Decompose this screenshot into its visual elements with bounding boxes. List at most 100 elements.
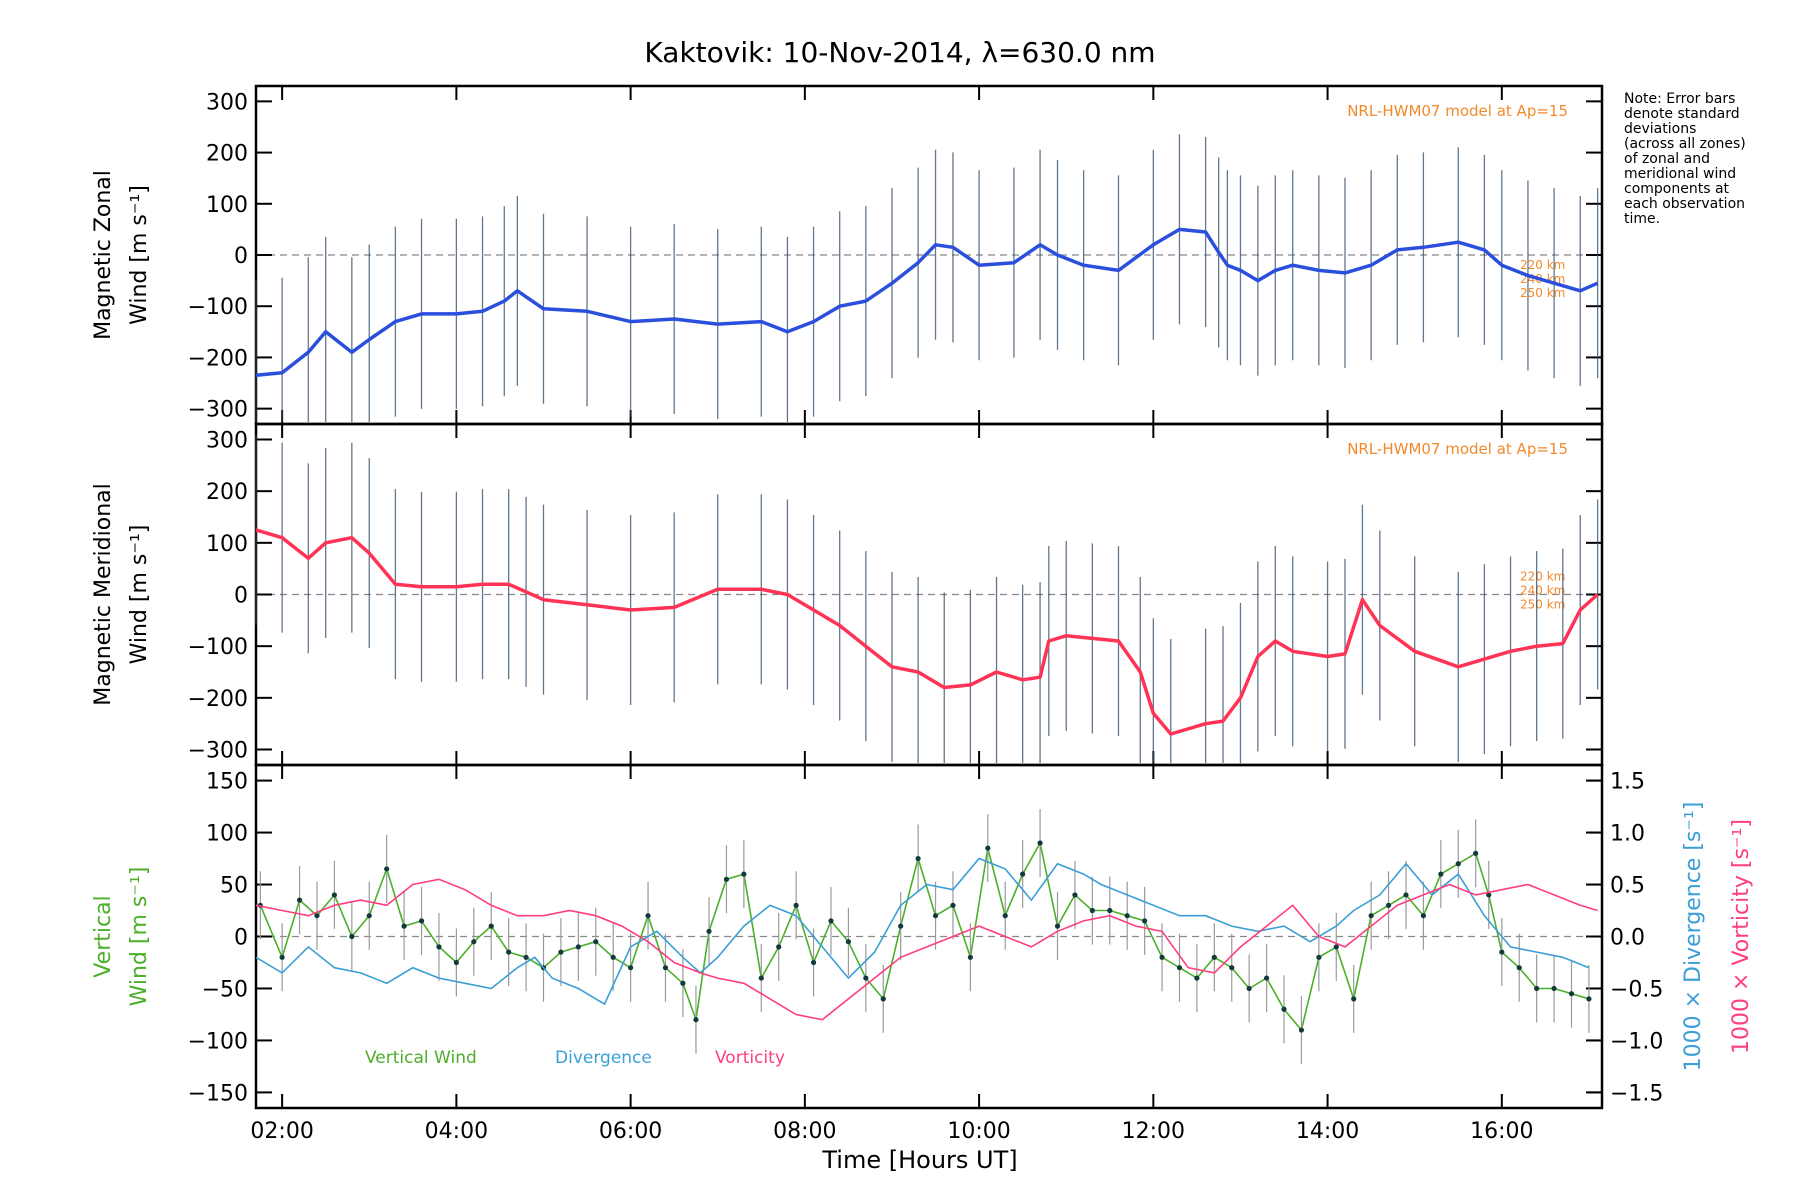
y-tick-label: −100 [188,635,248,660]
data-point [758,975,764,981]
data-point [593,939,599,945]
data-point [1438,871,1444,877]
right-y-tick-label: 0.5 [1610,874,1645,899]
data-point [1107,907,1113,914]
series-line-zonal-wind [255,227,1599,378]
x-tick-label: 04:00 [425,1119,488,1144]
data-point [1368,913,1374,919]
y-tick-label: −100 [188,1029,248,1054]
chart-title: Kaktovik: 10-Nov-2014, λ=630.0 nm [644,36,1155,69]
y-tick-label: 0 [234,584,248,609]
right-y-tick-label: 0.0 [1610,926,1645,951]
data-point [1229,965,1235,971]
y-axis-label: Wind [m s⁻¹] [127,867,152,1007]
data-point [1534,985,1540,992]
data-point [1211,954,1217,960]
data-point [1298,1027,1305,1033]
right-y-tick-label: 1.0 [1610,822,1645,847]
legend-item: Divergence [555,1048,652,1068]
series-line-divergence [255,857,1590,1006]
model-altitude-label: 220 km [1520,570,1565,584]
data-point [558,949,564,955]
data-point [880,996,886,1002]
y-tick-label: 50 [220,874,248,899]
data-point [331,892,338,898]
model-altitude-label: 240 km [1520,584,1565,598]
y-tick-label: −300 [188,739,248,764]
data-point [828,918,834,924]
data-point [706,928,712,934]
data-point [898,923,904,929]
x-tick-label: 02:00 [250,1119,313,1144]
y-axis-label: Wind [m s⁻¹] [127,185,152,325]
y-axis-label: Vertical [91,895,116,977]
data-point [1499,949,1505,955]
data-point [1246,985,1252,992]
data-point [810,959,817,966]
y-tick-label: −300 [188,398,248,423]
data-point [314,913,320,919]
data-point [1455,861,1461,867]
data-point [1586,996,1592,1002]
x-tick-label: 06:00 [599,1119,662,1144]
data-point [1263,975,1270,981]
y-tick-label: 100 [206,193,248,218]
data-point [1072,892,1078,898]
x-tick-label: 16:00 [1470,1119,1533,1144]
y-tick-label: 0 [234,926,248,951]
data-point [384,866,390,872]
right-y-tick-label: −0.5 [1610,977,1663,1002]
data-point [296,897,303,903]
data-point [776,944,782,950]
data-point [1333,944,1339,950]
right-axis-label-vorticity: 1000 × Vorticity [s⁻¹] [1729,819,1754,1054]
data-point [471,939,477,945]
legend-item: Vorticity [715,1048,785,1068]
data-point [845,939,852,945]
y-tick-label: −100 [188,295,248,320]
y-tick-label: 200 [206,480,248,505]
legend-item: Vertical Wind [365,1048,477,1068]
data-point [1516,965,1522,971]
data-point [1142,918,1148,924]
data-point [349,933,355,940]
data-point [1089,907,1095,914]
y-tick-label: 300 [206,429,248,454]
right-y-tick-label: 1.5 [1610,770,1645,795]
data-point [1486,892,1492,898]
series-line-vorticity [255,878,1598,1021]
x-tick-label: 08:00 [773,1119,836,1144]
x-tick-label: 12:00 [1122,1119,1185,1144]
data-point [1176,965,1183,971]
y-tick-label: 300 [206,90,248,115]
data-point [436,944,442,950]
data-point [1473,850,1479,856]
panel-vertical: −150 −100 −50 0 50 100 150 Vertical Wind [m s⁻¹]… [91,763,1754,1144]
data-point [1124,913,1130,919]
data-point [523,954,529,960]
data-point [453,959,459,966]
data-point [1281,1006,1287,1012]
data-point [793,902,799,908]
x-axis-label: Time [Hours UT] [821,1146,1017,1174]
data-point [863,975,869,981]
model-altitude-label: 250 km [1520,598,1565,612]
data-point [967,954,973,960]
right-y-tick-label: −1.5 [1610,1081,1663,1106]
data-point [932,913,939,919]
data-point [950,902,956,908]
data-point [401,923,407,929]
x-tick-label: 10:00 [947,1119,1010,1144]
data-point [645,913,651,919]
y-tick-label: 100 [206,532,248,557]
data-point [1037,840,1043,846]
y-tick-label: −200 [188,687,248,712]
y-tick-label: −50 [202,977,248,1002]
data-point [1385,902,1392,908]
data-point [1403,892,1409,898]
data-point [985,845,991,851]
y-axis-label: Magnetic Zonal [91,170,116,340]
data-point [1568,991,1575,997]
data-point [575,944,581,950]
